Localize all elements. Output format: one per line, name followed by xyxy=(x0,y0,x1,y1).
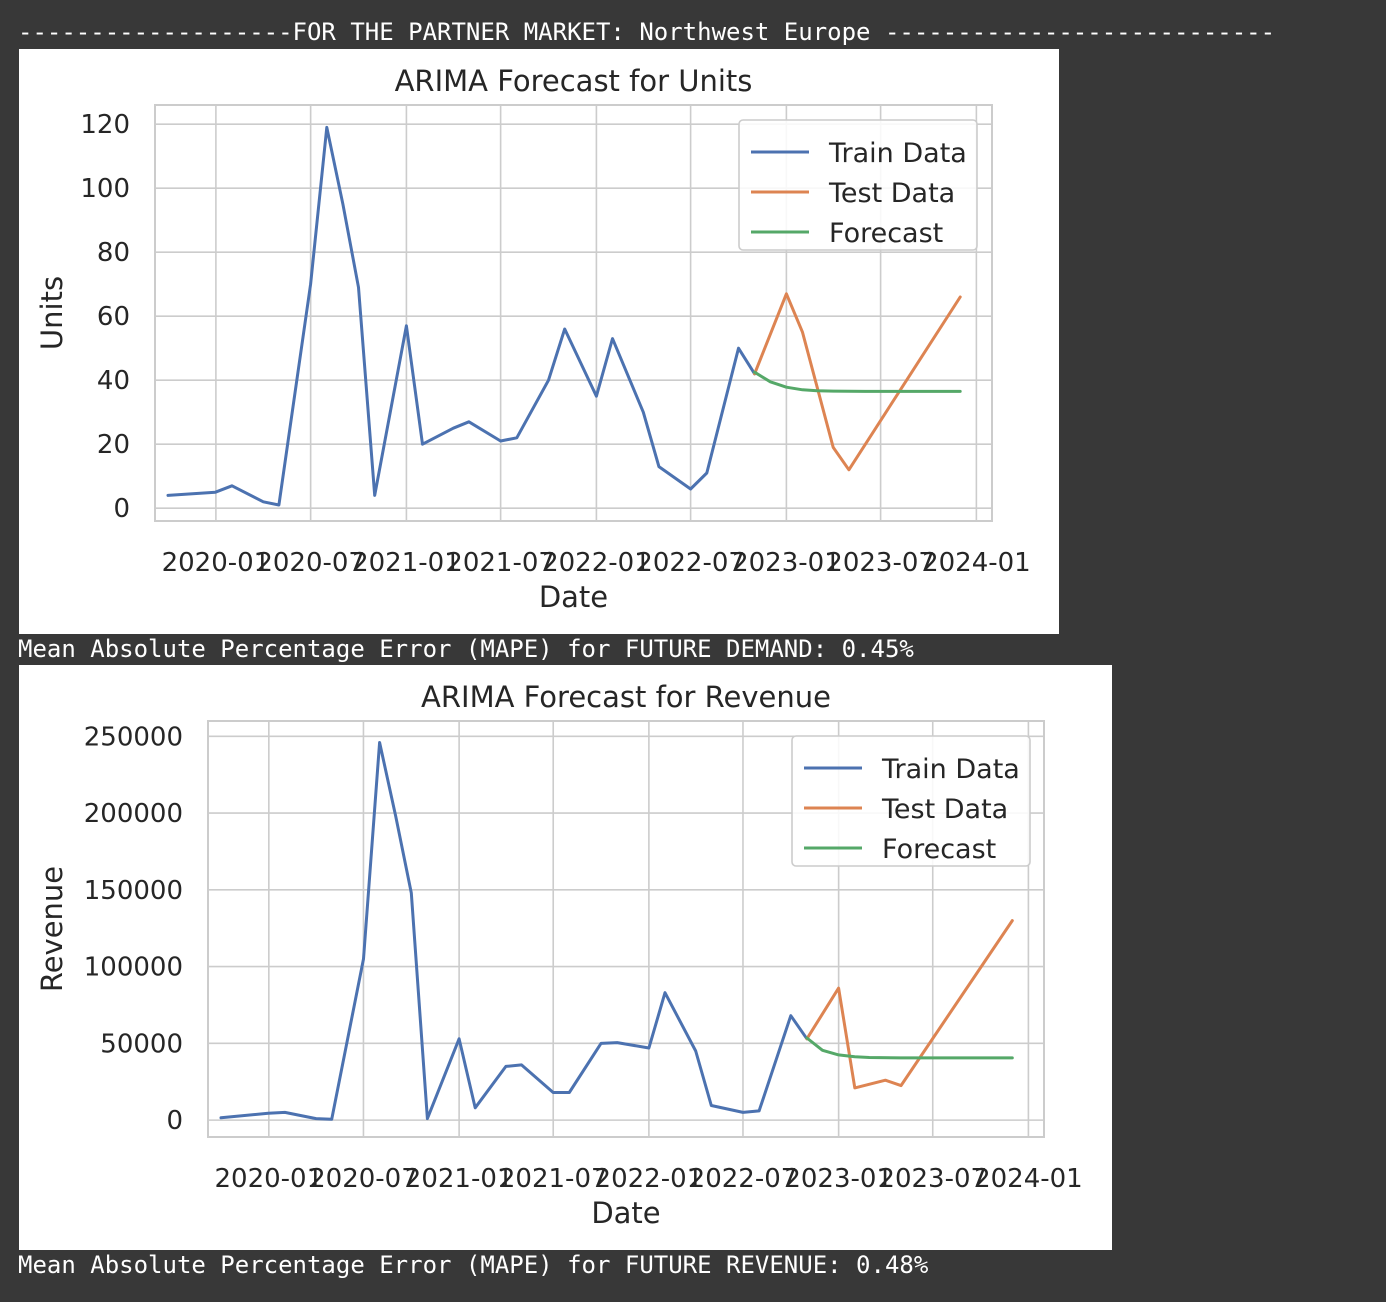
chart1-x-tick-label: 2023-07 xyxy=(826,548,935,578)
chart1-x-axis-label: Date xyxy=(539,580,608,614)
chart1-x-tick-label: 2021-07 xyxy=(446,548,555,578)
chart1-x-tick-label: 2020-01 xyxy=(162,548,271,578)
chart2-plot-frame xyxy=(207,720,1045,1138)
chart2-x-tick-label: 2022-01 xyxy=(595,1164,704,1194)
chart2-legend-label-test-data: Test Data xyxy=(881,794,1008,825)
chart1-y-tick-label: 100 xyxy=(80,174,130,204)
chart1-y-tick-label: 20 xyxy=(97,430,130,460)
chart1-x-tick-label: 2024-01 xyxy=(922,548,1031,578)
chart1-legend-label-train-data: Train Data xyxy=(828,138,967,169)
chart2-y-tick-label: 50000 xyxy=(100,1029,183,1059)
chart1-legend-label-test-data: Test Data xyxy=(828,178,955,209)
chart1-x-tick-label: 2022-07 xyxy=(636,548,745,578)
chart1-x-tick-label: 2021-01 xyxy=(352,548,461,578)
chart1-x-tick-label: 2022-01 xyxy=(542,548,651,578)
partner-market-header: -------------------FOR THE PARTNER MARKE… xyxy=(18,18,1276,46)
chart2-x-tick-label: 2020-07 xyxy=(309,1164,418,1194)
chart2-y-tick-label: 250000 xyxy=(84,722,183,752)
chart1-title: ARIMA Forecast for Units xyxy=(395,64,753,98)
chart1-y-axis-label: Units xyxy=(35,276,69,350)
chart2-x-tick-label: 2022-07 xyxy=(689,1164,798,1194)
revenue-forecast-figure: ARIMA Forecast for Revenue 2020-01 2020-07… xyxy=(19,665,1112,1250)
mape-revenue-output: Mean Absolute Percentage Error (MAPE) fo… xyxy=(18,1251,929,1279)
chart1-y-tick-label: 120 xyxy=(80,110,130,140)
chart2-y-tick-label: 0 xyxy=(166,1106,183,1136)
chart2-x-tick-label: 2021-01 xyxy=(405,1164,514,1194)
chart1-y-tick-label: 80 xyxy=(97,238,130,268)
chart2-x-tick-label: 2021-07 xyxy=(499,1164,608,1194)
chart1-series-line-train-data xyxy=(166,125,757,507)
chart2-legend-label-train-data: Train Data xyxy=(881,754,1020,785)
chart2-series-line-test-data xyxy=(805,919,1014,1090)
chart1-series-line-forecast xyxy=(753,370,962,393)
chart2-x-tick-label: 2023-01 xyxy=(784,1164,893,1194)
chart1-y-tick-label: 40 xyxy=(97,366,130,396)
revenue-forecast-chart: ARIMA Forecast for Revenue 2020-012020-07… xyxy=(35,680,1083,1230)
chart1-x-tick-label: 2023-01 xyxy=(732,548,841,578)
chart2-y-tick-label: 150000 xyxy=(84,876,183,906)
chart2-legend-label-forecast: Forecast xyxy=(882,834,996,865)
chart2-y-tick-label: 200000 xyxy=(84,799,183,829)
chart2-y-tick-label: 100000 xyxy=(84,953,183,983)
chart2-series-line-train-data xyxy=(219,741,809,1121)
chart1-x-tick-label: 2020-07 xyxy=(256,548,365,578)
chart1-y-tick-label: 0 xyxy=(113,494,130,524)
units-forecast-chart: ARIMA Forecast for Units2020-012020-0720… xyxy=(35,64,1031,614)
chart2-x-axis-label: Date xyxy=(591,1196,660,1230)
chart2-x-tick-label: 2020-01 xyxy=(215,1164,324,1194)
chart1-plot-frame xyxy=(154,104,993,522)
units-forecast-figure: ARIMA Forecast for Units 2020-01 2020-07 20… xyxy=(19,49,1059,634)
chart2-x-tick-label: 2023-07 xyxy=(878,1164,987,1194)
chart2-series-line-forecast xyxy=(805,1036,1014,1060)
chart2-x-tick-label: 2024-01 xyxy=(974,1164,1083,1194)
chart1-y-tick-label: 60 xyxy=(97,302,130,332)
chart1-series-line-test-data xyxy=(753,292,962,472)
chart1-legend-label-forecast: Forecast xyxy=(829,218,943,249)
chart2-y-axis-label: Revenue xyxy=(35,866,69,992)
chart2-title: ARIMA Forecast for Revenue xyxy=(421,680,831,714)
mape-demand-output: Mean Absolute Percentage Error (MAPE) fo… xyxy=(18,635,914,663)
